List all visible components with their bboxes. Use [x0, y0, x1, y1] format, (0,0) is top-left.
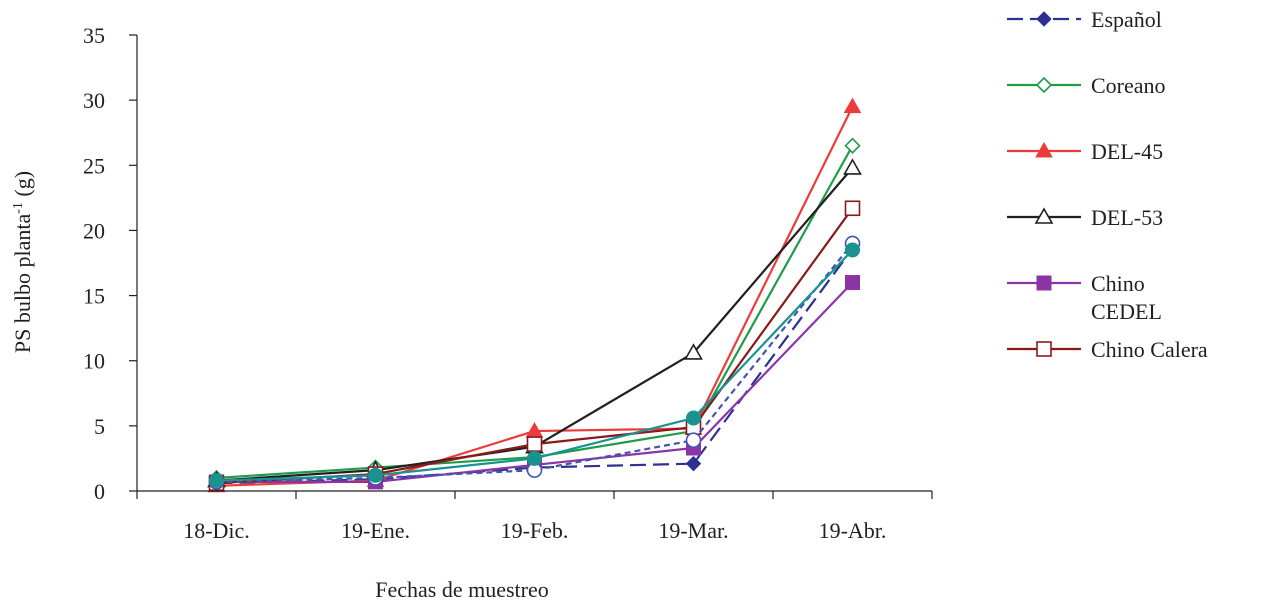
data-point [845, 275, 860, 291]
x-tick-label: 19-Abr. [819, 518, 887, 543]
legend-marker [1036, 11, 1052, 27]
y-axis-title-superscript: -1 [11, 202, 26, 214]
data-point [368, 467, 383, 483]
legend-marker [1034, 207, 1054, 224]
legend: EspañolCoreanoDEL-45DEL-53ChinoCEDELChin… [1007, 7, 1208, 362]
y-axis-title-main: PS bulbo planta [10, 214, 35, 354]
data-point [527, 450, 542, 466]
plot-area [207, 97, 862, 493]
series-line [216, 242, 854, 483]
legend-item: Chino CEDEL [1007, 271, 1162, 324]
legend-marker [1036, 275, 1052, 291]
y-axis-title-unit: (g) [10, 171, 35, 202]
y-tick-label: 0 [94, 479, 105, 504]
y-tick-label: 25 [83, 153, 105, 178]
y-tick-label: 10 [83, 349, 105, 374]
x-tick-label: 19-Ene. [341, 518, 410, 543]
legend-item: DEL-45 [1007, 139, 1163, 164]
data-point [844, 200, 861, 217]
legend-label: CEDEL [1091, 299, 1162, 324]
x-tick-label: 19-Feb. [501, 518, 569, 543]
y-axis-title: PS bulbo planta-1 (g) [10, 171, 35, 353]
data-point [843, 97, 862, 114]
y-tick-label: 30 [83, 88, 105, 113]
legend-marker [1036, 341, 1052, 357]
y-tick-label: 20 [83, 218, 105, 243]
legend-item: Español [1007, 7, 1162, 32]
y-tick-label: 35 [83, 23, 105, 48]
data-point [209, 473, 224, 489]
data-point [843, 158, 862, 175]
x-axis-title: Fechas de muestreo [375, 577, 549, 602]
legend-marker [1035, 141, 1053, 158]
data-point [685, 455, 702, 472]
legend-item: DEL-53 [1007, 205, 1163, 230]
legend-label: Coreano [1091, 73, 1166, 98]
legend-label: Chino [1091, 271, 1145, 296]
x-tick-label: 19-Mar. [658, 518, 728, 543]
axes: 0 5 10 15 20 25 30 35 18-Dic. 19-Ene. 19-Feb. 19-Ma… [83, 23, 933, 543]
data-point [526, 436, 543, 452]
data-point [684, 343, 703, 360]
legend-label: Español [1091, 7, 1162, 32]
x-tick-label: 18-Dic. [183, 518, 250, 543]
data-point [844, 137, 861, 154]
y-tick-label: 15 [83, 284, 105, 309]
series-8 [209, 242, 860, 489]
series-3 [207, 97, 862, 493]
legend-label: Chino Calera [1091, 337, 1208, 362]
data-point [845, 242, 860, 258]
legend-label: DEL-45 [1091, 139, 1163, 164]
data-point [685, 432, 702, 448]
y-tick-label: 5 [94, 414, 105, 439]
data-point [686, 410, 701, 426]
legend-item: Chino Calera [1007, 337, 1208, 362]
legend-item: Coreano [1007, 73, 1166, 98]
legend-marker [1035, 76, 1053, 94]
legend-label: DEL-53 [1091, 205, 1163, 230]
